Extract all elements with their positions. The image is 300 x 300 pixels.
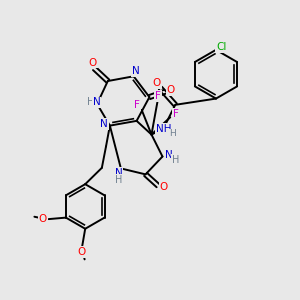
Text: NH: NH	[156, 124, 172, 134]
Text: N: N	[165, 150, 172, 160]
Text: N: N	[100, 119, 108, 129]
Text: O: O	[89, 58, 97, 68]
Text: Cl: Cl	[216, 43, 226, 52]
Text: N: N	[115, 168, 122, 178]
Text: H: H	[115, 175, 122, 185]
Text: N: N	[93, 98, 101, 107]
Text: O: O	[167, 85, 175, 95]
Text: H: H	[172, 155, 179, 165]
Text: N: N	[132, 66, 140, 76]
Text: O: O	[39, 214, 47, 224]
Text: H: H	[169, 130, 176, 139]
Text: F: F	[134, 100, 140, 110]
Text: O: O	[153, 78, 161, 88]
Text: H: H	[87, 98, 94, 107]
Text: F: F	[173, 109, 179, 119]
Text: F: F	[155, 91, 161, 101]
Text: O: O	[77, 247, 86, 257]
Text: O: O	[160, 182, 168, 192]
